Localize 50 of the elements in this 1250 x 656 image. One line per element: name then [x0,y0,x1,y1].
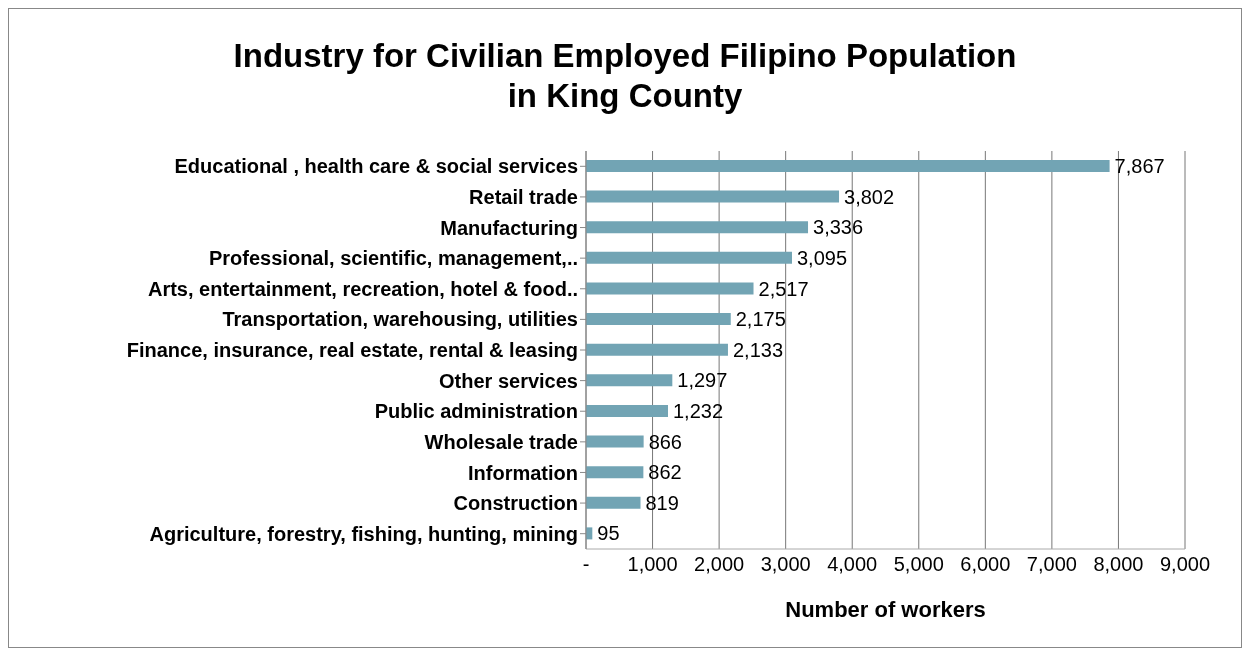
x-tick-label: 4,000 [827,553,878,576]
y-tick-label: Manufacturing [440,216,578,239]
bar [586,282,754,295]
data-label: 95 [597,522,620,545]
x-tick-label: - [582,553,590,576]
y-tick-label: Public administration [374,400,578,423]
y-tick-label: Finance, insurance, real estate, rental & leasing [126,339,578,362]
data-label: 2,175 [735,308,786,331]
data-label: 2,517 [758,277,809,300]
bar [586,404,668,417]
bar [586,221,809,234]
data-label: 3,095 [796,246,848,269]
data-label: 866 [648,430,683,453]
bar [586,313,731,326]
data-label: 1,232 [673,400,724,423]
data-label: 7,867 [1114,155,1165,178]
x-tick-label: 9,000 [1159,553,1211,576]
data-label: 819 [645,491,679,514]
data-label: 3,802 [844,185,895,208]
data-label: 862 [648,461,682,484]
x-tick-label: 7,000 [1026,553,1077,576]
data-label: 2,133 [732,338,784,361]
x-axis-title: Number of workers [785,597,986,622]
y-tick-label: Agriculture, forestry, fishing, hunting, mining [149,522,578,545]
x-tick-label: 6,000 [960,553,1011,576]
y-tick-label: Other services [439,369,578,392]
bar [586,496,641,509]
y-tick-label: Transportation, warehousing, utilities [222,308,578,331]
y-tick-label: Arts, entertainment, recreation, hotel & food.. [147,277,578,300]
bar [586,160,1110,172]
data-label: 1,297 [677,369,728,392]
x-tick-label: 2,000 [694,553,745,576]
x-tick-label: 5,000 [893,553,944,576]
y-tick-label: Wholesale trade [424,430,578,453]
y-tick-label: Retail trade [469,186,578,209]
bar [586,251,792,264]
bar [586,343,728,356]
y-tick-label: Construction [453,492,578,515]
y-tick-label: Professional, scientific, management,.. [208,247,578,270]
x-tick-label: 1,000 [627,553,678,576]
bar [586,466,644,479]
x-tick-label: 8,000 [1093,553,1144,576]
x-tick-label: 3,000 [760,553,811,576]
data-label: 3,336 [813,216,864,239]
bar [586,374,673,387]
chart-title: Industry for Civilian Employed Filipino Population in King County [232,36,1018,116]
y-tick-label: Educational , health care & social services [174,155,578,178]
bar [586,190,840,203]
bar [586,435,644,448]
y-tick-label: Information [468,461,578,484]
